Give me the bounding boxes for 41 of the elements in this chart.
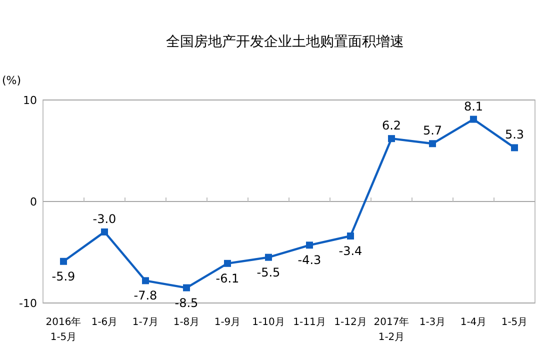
x-tick-label: 1-12月 (334, 317, 367, 328)
x-tick-label: 2017年 1-2月 (374, 316, 410, 343)
point (224, 260, 231, 267)
data-label: 5.7 (422, 124, 442, 138)
point (183, 284, 190, 292)
data-label: -5.5 (256, 265, 280, 280)
point (60, 258, 67, 265)
x-tick-label: 1-9月 (214, 317, 241, 328)
x-tick-label: 1-5月 (501, 317, 528, 328)
point (347, 232, 354, 240)
data-label: -6.1 (216, 271, 240, 286)
x-tick-label: 1-11月 (293, 317, 326, 328)
point (388, 135, 395, 142)
y-axis-title: (%) (2, 74, 22, 87)
y-tick-label: -10 (19, 297, 37, 310)
x-tick-label: 2016年 1-5月 (46, 316, 82, 343)
x-tick-label: 1-7月 (132, 317, 159, 328)
x-tick-label: 1-10月 (252, 317, 285, 328)
point (306, 242, 313, 249)
chart-title: 全国房地产开发企业土地购置面积增速 (166, 34, 404, 50)
point (265, 254, 272, 261)
data-label: -8.5 (174, 296, 198, 310)
data-label: -5.9 (52, 269, 76, 284)
data-label: -7.8 (134, 288, 158, 303)
point (101, 228, 108, 236)
point (511, 144, 518, 152)
data-label: -3.0 (92, 212, 116, 226)
point (429, 140, 436, 148)
point (470, 116, 477, 123)
point (142, 277, 149, 284)
data-label: 8.1 (464, 99, 484, 114)
data-label: -4.3 (298, 253, 322, 268)
x-tick-label: 1-3月 (419, 317, 446, 328)
x-tick-label: 1-8月 (173, 317, 200, 328)
data-label: 6.2 (382, 118, 402, 133)
x-tick-label: 1-4月 (460, 317, 487, 328)
data-label: -3.4 (338, 244, 362, 258)
y-tick-label: 10 (23, 94, 37, 107)
x-tick-label: 1-6月 (91, 317, 118, 328)
data-label: 5.3 (504, 128, 524, 142)
y-tick-label: 0 (30, 196, 37, 208)
